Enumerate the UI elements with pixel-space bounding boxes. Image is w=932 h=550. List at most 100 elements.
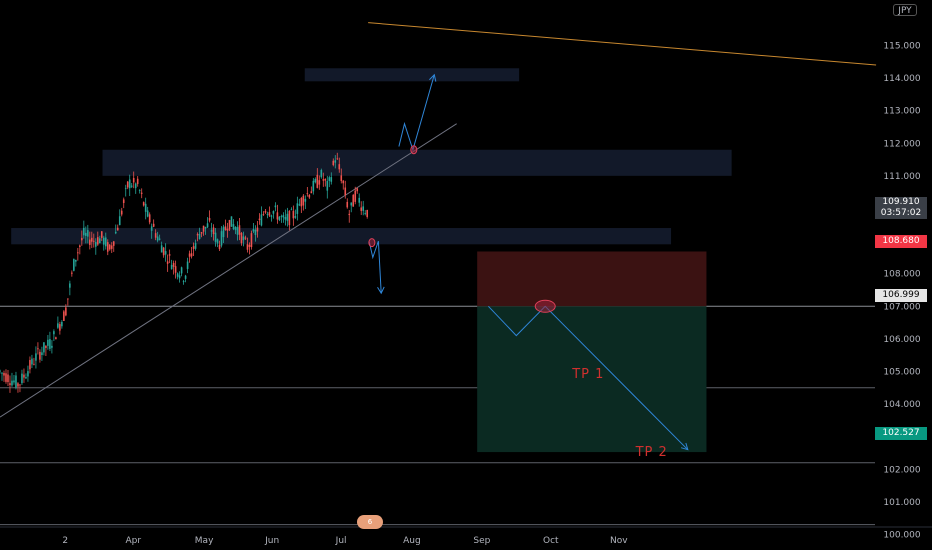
candle-body — [280, 216, 283, 218]
candle-body — [262, 214, 265, 216]
candle-body — [214, 232, 217, 242]
candle-body — [182, 281, 185, 283]
x-axis-tick-label: Nov — [610, 536, 628, 546]
supply-demand-zone — [304, 68, 520, 82]
candle-body — [19, 384, 21, 386]
target-price-tag: 102.527 — [875, 427, 927, 440]
candle-body — [140, 192, 143, 194]
candle-body — [65, 307, 67, 316]
candle-body — [362, 206, 365, 211]
candle-body — [75, 259, 77, 262]
candle-body — [160, 245, 163, 253]
candle-body — [366, 209, 369, 217]
candle-body — [180, 267, 183, 274]
candle-body — [11, 380, 13, 386]
candle-body — [108, 244, 111, 250]
candle-body — [128, 179, 131, 189]
candle-body — [220, 231, 223, 246]
y-axis-tick-label: 101.000 — [883, 498, 920, 508]
candle-body — [340, 175, 343, 182]
candle-body — [170, 264, 173, 270]
candle-body — [354, 190, 357, 202]
candle-body — [3, 372, 5, 376]
candle-body — [278, 216, 281, 221]
candle-body — [296, 203, 299, 214]
currency-badge[interactable]: JPY — [893, 4, 917, 16]
candle-body — [59, 324, 61, 331]
x-axis-tick-label: Sep — [473, 536, 490, 546]
candle-body — [158, 238, 161, 240]
candle-body — [248, 244, 251, 247]
x-axis-tick-label: Jul — [335, 536, 347, 546]
candle-body — [208, 218, 211, 221]
candle-body — [304, 198, 307, 202]
y-axis-tick-label: 115.000 — [883, 41, 920, 51]
candle-body — [67, 298, 69, 300]
candle-body — [142, 202, 145, 206]
candle-body — [87, 230, 89, 237]
candle-body — [292, 210, 295, 219]
candle-body — [212, 227, 215, 235]
candle-body — [200, 231, 203, 234]
y-axis-tick-label: 106.000 — [883, 335, 920, 345]
candle-body — [136, 178, 139, 184]
candle-body — [134, 183, 137, 189]
y-axis-tick-label: 105.000 — [883, 367, 920, 377]
candle-body — [264, 210, 267, 213]
candle-body — [320, 170, 323, 178]
candle-body — [61, 321, 63, 327]
y-axis-tick-label: 108.000 — [883, 270, 920, 280]
candle-body — [312, 180, 315, 192]
candle-body — [352, 194, 355, 207]
candle-body — [63, 311, 65, 321]
candle-body — [94, 242, 97, 247]
candle-body — [118, 216, 121, 226]
candle-body — [110, 245, 113, 249]
y-axis-tick-label: 107.000 — [883, 302, 920, 312]
candle-body — [246, 244, 249, 250]
candle-body — [79, 245, 81, 248]
candle-body — [240, 233, 243, 244]
candle-body — [15, 375, 17, 388]
candle-body — [85, 232, 87, 236]
current-price-value: 109.910 — [882, 197, 920, 207]
candle-body — [274, 205, 277, 208]
candle-body — [358, 197, 361, 203]
candle-body — [224, 226, 227, 230]
candle-body — [9, 383, 11, 386]
candle-body — [226, 228, 229, 231]
candle-body — [146, 210, 149, 217]
candle-body — [236, 226, 239, 235]
stop-loss-price-tag: 108.680 — [875, 235, 927, 248]
y-axis-tick-label: 100.000 — [883, 530, 920, 540]
candle-body — [13, 380, 15, 383]
economic-event-badge[interactable]: 6 — [357, 515, 383, 529]
current-price-tag: 109.910 03:57:02 — [875, 197, 927, 219]
candle-body — [91, 237, 93, 242]
candle-body — [364, 213, 367, 214]
candle-body — [98, 238, 101, 244]
candle-body — [328, 177, 331, 181]
candle-body — [196, 234, 199, 236]
candle-body — [356, 188, 359, 192]
candle-body — [234, 226, 237, 231]
tp1-annotation: TP 1 — [572, 366, 605, 382]
candle-body — [130, 185, 133, 187]
orange-channel-line — [368, 22, 877, 66]
candle-body — [96, 237, 99, 245]
candle-body — [114, 231, 117, 234]
candle-body — [322, 179, 325, 181]
candle-body — [41, 352, 43, 356]
y-axis-tick-label: 112.000 — [883, 139, 920, 149]
candle-body — [206, 223, 209, 228]
candle-body — [308, 194, 311, 198]
x-axis-tick-label: Apr — [125, 536, 141, 546]
candle-body — [166, 261, 169, 264]
candle-body — [100, 231, 103, 238]
candle-body — [144, 203, 147, 212]
candle-body — [348, 213, 351, 216]
candle-body — [272, 211, 275, 214]
candle-body — [254, 229, 257, 236]
